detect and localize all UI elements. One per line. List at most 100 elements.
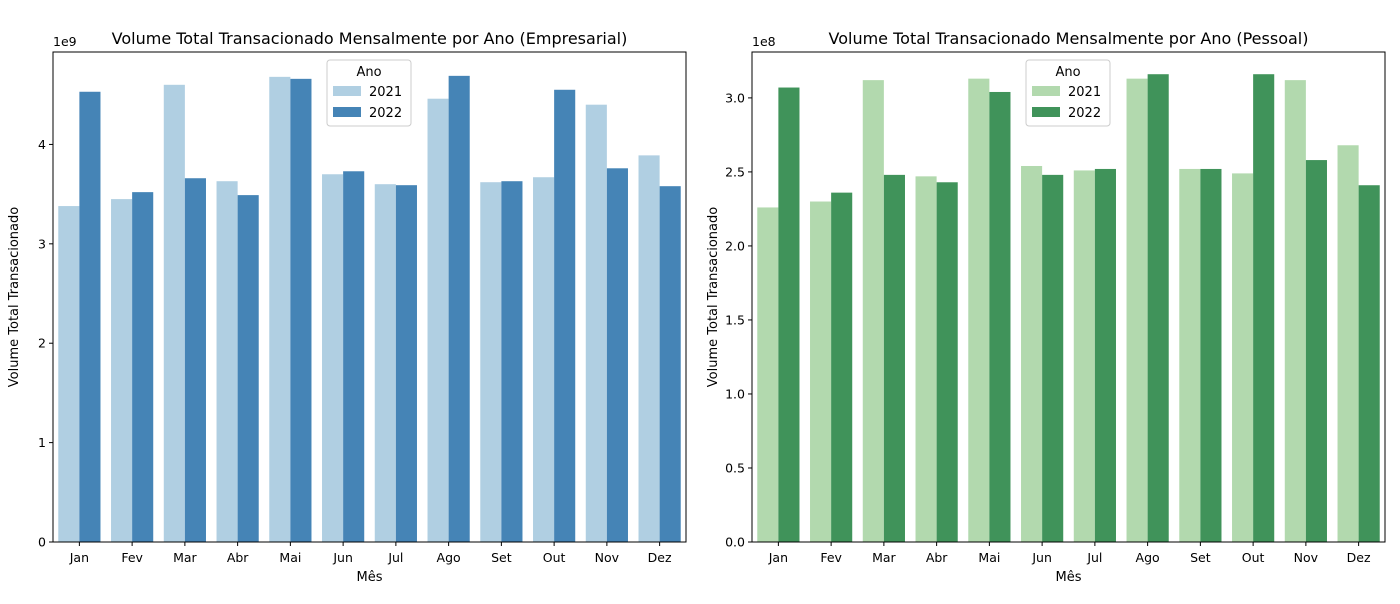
y-offset-label: 1e9: [53, 34, 77, 49]
bar-2021-mai: [968, 78, 990, 543]
x-tick-label: Set: [1190, 550, 1211, 565]
bar-2022-jul: [1094, 168, 1116, 542]
legend-title: Ano: [356, 65, 381, 80]
chart-panel-1: 0 1 2 3 4 Jan Fev Mar Abr Mai Jun Jul Ago Set Out Nov De…: [7, 29, 687, 585]
chart-title: Volume Total Transacionado Mensalmente p…: [829, 29, 1309, 48]
y-tick-label: 3: [38, 236, 46, 251]
y-tick-label: 4: [38, 137, 46, 152]
bar-2021-jan: [58, 206, 80, 542]
bar-2021-jun: [1021, 165, 1043, 543]
bar-2022-jan: [79, 91, 101, 542]
bar-2021-nov: [585, 104, 607, 543]
x-tick-label: Jul: [387, 550, 403, 565]
bar-2022-out: [554, 89, 576, 543]
bar-2022-abr: [237, 195, 259, 542]
x-tick-label: Fev: [820, 550, 842, 565]
legend-swatch-2022: [1032, 107, 1060, 117]
x-tick-label: Set: [491, 550, 512, 565]
bar-2022-mai: [290, 78, 312, 542]
legend-label-2022: 2022: [1068, 106, 1101, 121]
bar-2021-nov: [1284, 80, 1306, 542]
x-tick-label: Jul: [1086, 550, 1102, 565]
legend-label-2022: 2022: [369, 106, 402, 121]
x-tick-label: Ago: [437, 550, 461, 565]
bar-2021-fev: [810, 201, 832, 542]
chart-title: Volume Total Transacionado Mensalmente p…: [112, 29, 628, 48]
x-tick-label: Abr: [926, 550, 948, 565]
axes-frame: [751, 51, 1386, 543]
x-tick-label: Jan: [768, 550, 788, 565]
bar-2021-out: [1232, 173, 1254, 542]
y-tick-label: 0.5: [725, 460, 745, 475]
x-tick-label: Out: [1242, 550, 1265, 565]
bar-2022-ago: [448, 75, 470, 542]
bar-2021-dez: [1337, 145, 1359, 542]
legend: Ano 2021 2022: [326, 59, 412, 127]
bar-2022-nov: [606, 168, 628, 543]
y-tick-label: 0: [38, 535, 46, 550]
bar-2021-dez: [638, 155, 660, 542]
x-tick-label: Nov: [595, 550, 620, 565]
legend-label-2021: 2021: [369, 85, 402, 100]
bar-2021-abr: [915, 176, 937, 542]
y-tick-label: 2: [38, 336, 46, 351]
x-axis-label: Mês: [357, 570, 383, 585]
y-axis-label: Volume Total Transacionado: [7, 207, 22, 387]
x-tick-label: Jun: [332, 550, 353, 565]
x-tick-label: Mar: [872, 550, 896, 565]
bar-2021-fev: [111, 199, 133, 542]
legend-swatch-2022: [333, 107, 361, 117]
bar-2022-jan: [778, 87, 800, 542]
bar-2022-mar: [184, 178, 206, 543]
bar-2022-fev: [132, 192, 154, 542]
bar-2022-out: [1253, 74, 1275, 543]
axes-frame: [52, 51, 687, 543]
y-tick-label: 3.0: [725, 90, 745, 105]
x-tick-label: Ago: [1136, 550, 1160, 565]
bar-2022-dez: [659, 186, 681, 542]
y-tick-label: 2.5: [725, 164, 745, 179]
x-tick-label: Dez: [1347, 550, 1371, 565]
bar-2022-mai: [989, 91, 1011, 542]
x-tick-label: Nov: [1294, 550, 1319, 565]
bar-2022-dez: [1358, 185, 1380, 543]
bar-2021-abr: [216, 181, 238, 542]
bar-2021-mar: [862, 80, 884, 542]
legend: Ano 2021 2022: [1025, 59, 1111, 127]
bar-2022-ago: [1147, 74, 1169, 543]
x-tick-label: Abr: [227, 550, 249, 565]
x-tick-label: Fev: [121, 550, 143, 565]
x-tick-label: Mai: [279, 550, 301, 565]
x-tick-label: Mai: [978, 550, 1000, 565]
bar-2021-jul: [1073, 170, 1095, 542]
bar-2022-jun: [343, 171, 365, 542]
bar-2021-out: [533, 177, 555, 543]
y-tick-label: 1.5: [725, 312, 745, 327]
bar-2021-set: [1179, 168, 1201, 542]
x-tick-label: Jun: [1031, 550, 1052, 565]
y-offset-label: 1e8: [752, 34, 776, 49]
y-axis-label: Volume Total Transacionado: [706, 207, 721, 387]
bar-2021-set: [480, 182, 502, 542]
bar-2022-set: [1200, 168, 1222, 542]
y-tick-label: 0.0: [725, 535, 745, 550]
bar-2021-jul: [374, 184, 396, 542]
bar-2022-set: [501, 181, 523, 542]
x-tick-label: Jan: [69, 550, 89, 565]
legend-swatch-2021: [333, 86, 361, 96]
bar-2021-jan: [757, 207, 779, 542]
x-tick-label: Dez: [648, 550, 672, 565]
y-tick-label: 1: [38, 435, 46, 450]
x-axis-label: Mês: [1056, 570, 1082, 585]
bar-2021-mar: [163, 84, 185, 543]
bar-2022-fev: [831, 192, 853, 542]
bar-2021-ago: [427, 98, 449, 543]
bar-2022-jul: [395, 185, 417, 542]
bar-2022-nov: [1305, 160, 1327, 542]
chart-panel-2: 0.0 0.5 1.0 1.5 2.0 2.5 3.0 Jan Fev Mar Abr Mai Jun J…: [706, 29, 1386, 585]
bar-2022-abr: [936, 182, 958, 542]
bar-2022-mar: [883, 174, 905, 542]
legend-swatch-2021: [1032, 86, 1060, 96]
y-tick-label: 1.0: [725, 386, 745, 401]
